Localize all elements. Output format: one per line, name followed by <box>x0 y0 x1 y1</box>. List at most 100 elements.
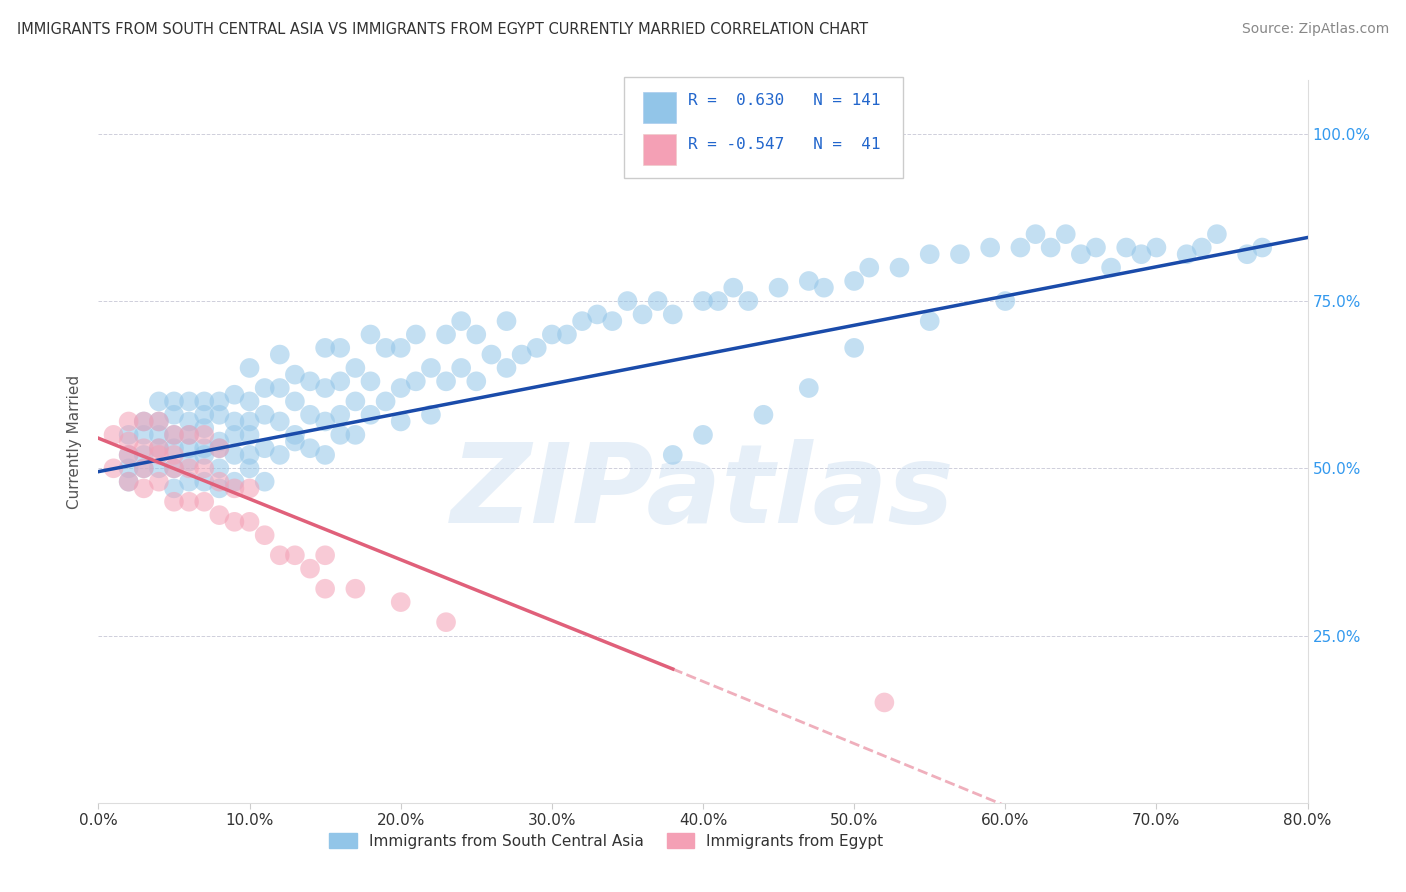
Point <box>329 427 352 442</box>
Point <box>495 314 517 328</box>
Point <box>420 408 443 422</box>
Point <box>661 307 683 322</box>
Point <box>269 348 291 362</box>
Point <box>540 327 562 342</box>
Point <box>118 427 141 442</box>
Point <box>163 448 186 462</box>
Point <box>661 448 683 462</box>
Point <box>752 408 775 422</box>
Point <box>208 461 231 475</box>
Point <box>239 361 262 376</box>
Point <box>179 442 201 455</box>
Point <box>434 327 457 342</box>
Point <box>374 341 396 355</box>
Point <box>284 434 307 449</box>
Point <box>148 414 170 429</box>
Point <box>163 427 186 442</box>
Point <box>179 427 201 442</box>
Point <box>148 442 170 455</box>
Point <box>193 461 215 475</box>
Point <box>314 341 336 355</box>
Point <box>239 515 262 529</box>
Point <box>224 475 246 489</box>
Point <box>253 528 276 542</box>
Point <box>858 260 880 275</box>
Point <box>224 414 246 429</box>
Point <box>193 394 215 409</box>
Point <box>132 461 155 475</box>
Point <box>602 314 624 328</box>
Point <box>118 448 141 462</box>
Point <box>434 615 457 630</box>
Point <box>360 375 382 389</box>
Point <box>1054 227 1077 242</box>
Point <box>1115 241 1137 255</box>
Point <box>1010 241 1032 255</box>
Point <box>208 475 231 489</box>
Point <box>163 394 186 409</box>
Point <box>389 595 412 609</box>
Point <box>1175 247 1198 261</box>
Point <box>239 414 262 429</box>
Point <box>873 696 896 710</box>
Point <box>148 427 170 442</box>
Point <box>118 448 141 462</box>
Point <box>647 294 669 309</box>
Point <box>132 448 155 462</box>
Point <box>918 247 941 261</box>
Point <box>1085 241 1108 255</box>
Point <box>344 394 367 409</box>
Point <box>179 394 201 409</box>
Point <box>132 414 155 429</box>
Point <box>510 348 533 362</box>
Point <box>299 442 322 455</box>
Point <box>360 408 382 422</box>
Point <box>299 562 322 576</box>
Point <box>253 475 276 489</box>
Point <box>526 341 548 355</box>
Point <box>193 448 215 462</box>
Point <box>253 381 276 395</box>
Point <box>889 260 911 275</box>
Point <box>405 327 427 342</box>
Point <box>224 427 246 442</box>
Point <box>224 448 246 462</box>
Point <box>239 482 262 496</box>
Point <box>768 281 790 295</box>
Point <box>1099 260 1122 275</box>
Point <box>465 327 488 342</box>
FancyBboxPatch shape <box>643 92 676 122</box>
Point <box>692 427 714 442</box>
Point <box>253 442 276 455</box>
Text: R =  0.630   N = 141: R = 0.630 N = 141 <box>689 94 882 109</box>
Point <box>193 442 215 455</box>
Point <box>193 494 215 508</box>
Point <box>179 461 201 475</box>
Text: Source: ZipAtlas.com: Source: ZipAtlas.com <box>1241 22 1389 37</box>
FancyBboxPatch shape <box>643 135 676 165</box>
Point <box>314 548 336 563</box>
Point <box>284 394 307 409</box>
Point <box>148 448 170 462</box>
Point <box>737 294 759 309</box>
Point <box>314 381 336 395</box>
Point <box>299 375 322 389</box>
Point <box>118 475 141 489</box>
Point <box>179 475 201 489</box>
Point <box>405 375 427 389</box>
Point <box>918 314 941 328</box>
Point <box>434 375 457 389</box>
Point <box>1206 227 1229 242</box>
Point <box>844 274 866 288</box>
Point <box>344 427 367 442</box>
Point <box>208 408 231 422</box>
Point <box>269 548 291 563</box>
Point <box>193 475 215 489</box>
Point <box>329 375 352 389</box>
Point <box>949 247 972 261</box>
Point <box>208 394 231 409</box>
Point <box>329 341 352 355</box>
Point <box>979 241 1001 255</box>
Point <box>118 434 141 449</box>
Point <box>239 427 262 442</box>
